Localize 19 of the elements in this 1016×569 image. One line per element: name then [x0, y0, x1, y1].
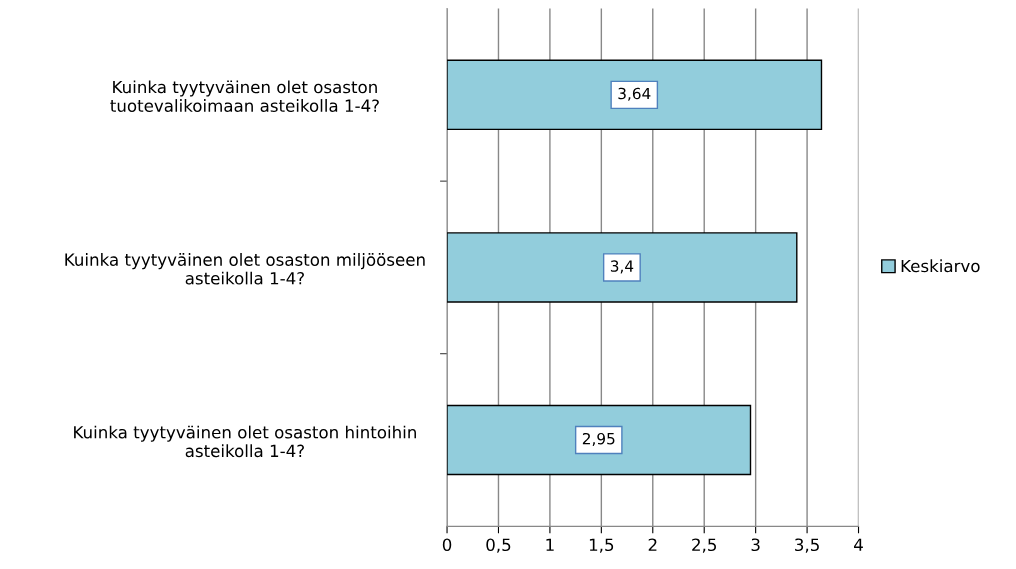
data-label: 3,64 — [618, 87, 651, 101]
x-tick-label: 1 — [546, 538, 554, 551]
y-tick-label: Kuinka tyytyväinen olet osaston hintoihin asteikolla 1-4? — [74, 425, 416, 458]
y-tick-label: Kuinka tyytyväinen olet osaston tuotevalikoimaan asteikolla 1-4? — [110, 80, 379, 112]
x-tick-label: 4 — [854, 538, 863, 551]
x-tick-label: 2,5 — [692, 538, 717, 553]
x-tick-label: 0 — [442, 538, 452, 552]
x-tick-label: 3,5 — [795, 538, 819, 553]
x-tick-label: 0,5 — [486, 538, 511, 553]
bar — [447, 59, 823, 131]
y-tick-label: Kuinka tyytyväinen olet osaston miljööseen asteikolla 1-4? — [65, 253, 425, 285]
x-tick-label: 3 — [751, 538, 760, 552]
bar — [447, 404, 752, 476]
legend-label: Keskiarvo — [901, 259, 980, 273]
data-label: 2,95 — [582, 432, 615, 447]
x-tick-label: 1,5 — [589, 538, 614, 553]
x-tick-label: 2 — [648, 538, 657, 551]
data-label: 3,4 — [610, 260, 634, 274]
bar — [447, 232, 798, 303]
